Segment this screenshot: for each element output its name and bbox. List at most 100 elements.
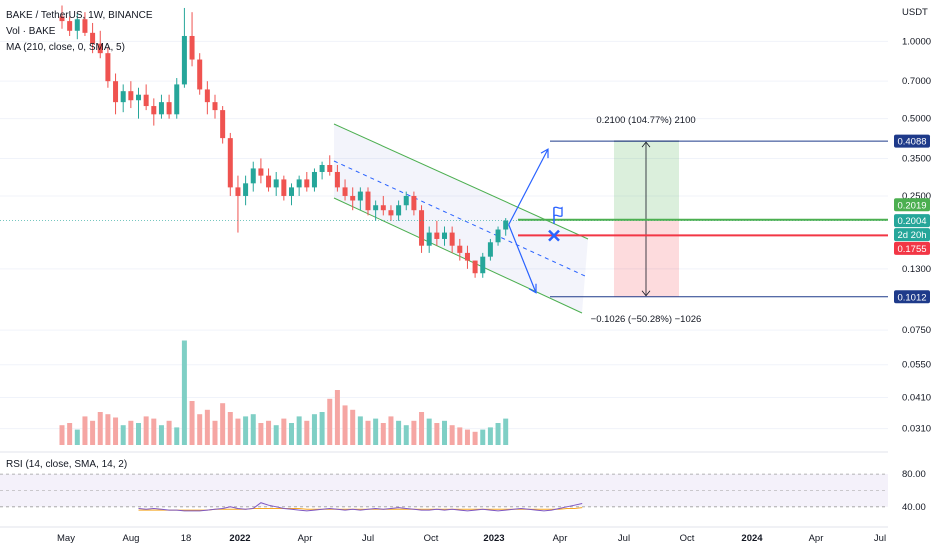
candle-body (97, 43, 103, 54)
rsi-tick-label: 80.00 (902, 469, 926, 480)
projection-arrows[interactable] (508, 148, 563, 294)
symbol-legend[interactable]: BAKE / TetherUS, 1W, BINANCE (6, 10, 153, 21)
time-tick-label: 18 (181, 533, 192, 544)
breakout-price-badge: 0.2019 (897, 200, 926, 211)
candle-body (411, 195, 417, 211)
time-tick-label: 2024 (741, 533, 763, 544)
time-tick-label: 2022 (229, 533, 250, 544)
candle-body (304, 179, 310, 188)
arrow-down-head-icon (528, 283, 537, 294)
volume-bar (357, 416, 363, 445)
volume-bar (388, 416, 394, 445)
current-price-badge-bg (894, 214, 930, 228)
volume-bar (97, 412, 103, 445)
measure-arrow-up (641, 141, 651, 148)
volume-bar (503, 418, 509, 445)
volume-bar (373, 418, 379, 445)
stop-price-badge: 0.1012 (897, 292, 926, 303)
candle-body (204, 89, 210, 103)
candle-body (113, 81, 119, 103)
volume-bar (266, 420, 272, 445)
time-tick-label: Apr (809, 533, 824, 544)
volume-bar (181, 340, 187, 445)
candle-body (357, 191, 363, 201)
rsi-line (138, 502, 583, 512)
time-tick-label: Jul (618, 533, 630, 544)
entry-price-badge: 0.1755 (897, 244, 926, 255)
time-axis[interactable]: May Aug 18 2022 Apr Jul Oct 2023 Apr Jul Oct 2024 Ap… (57, 533, 886, 544)
position-annotations: 0.2100 (104.77%) 2100 −0.1026 (−50.28%) −… (591, 115, 702, 325)
entry-price-badge-bg (894, 241, 930, 255)
volume-bar (487, 427, 493, 445)
volume-bar (82, 416, 88, 445)
volume-bar (250, 414, 256, 445)
candle-body (143, 94, 149, 107)
volume-bar (220, 403, 226, 445)
candle-body (487, 242, 493, 257)
ma-legend[interactable]: MA (210, close, 0, SMA, 5) (6, 42, 125, 53)
candle-body (342, 187, 348, 196)
bar-countdown-badge: 2d 20h (897, 230, 926, 241)
candle-body (181, 35, 187, 85)
candle-body (472, 260, 478, 274)
stop-price-badge-bg (894, 290, 930, 304)
time-tick-label: Oct (680, 533, 695, 544)
volume-legend[interactable]: Vol · BAKE (6, 26, 56, 37)
volume-bar (327, 398, 333, 445)
price-levels (0, 140, 888, 298)
candle-body (388, 210, 394, 216)
volume-bars (59, 340, 509, 445)
candle-body (434, 232, 440, 239)
price-tick-label: 0.0310 (902, 424, 931, 435)
volume-bar (365, 420, 371, 445)
candle-body (480, 256, 486, 274)
volume-bar (174, 427, 180, 445)
volume-bar (457, 427, 463, 445)
candle-body (365, 191, 371, 211)
candle-body (220, 110, 226, 139)
candle-body (74, 19, 80, 31)
volume-bar (434, 423, 440, 445)
candle-body (243, 183, 249, 196)
volume-bar (442, 420, 447, 445)
candle-body (266, 175, 272, 188)
price-axis[interactable]: USDT 1.0000 0.7000 0.5000 0.3500 0.2500 0.1300… (902, 7, 931, 513)
volume-bar (472, 431, 478, 445)
candle-body (105, 53, 111, 82)
volume-bar (143, 416, 149, 445)
rsi-legend[interactable]: RSI (14, close, SMA, 14, 2) (6, 459, 128, 470)
candle-body (457, 245, 463, 253)
candle-body (380, 205, 386, 211)
volume-bar (480, 429, 486, 445)
flag-icon (553, 206, 563, 217)
profit-zone (614, 141, 679, 221)
price-tick-label: 1.0000 (902, 36, 931, 47)
volume-bar (449, 425, 455, 445)
cross-icon (548, 229, 560, 242)
parallel-channel[interactable] (333, 123, 589, 314)
price-badges: 0.4088 0.2019 0.2004 2d 20h 0.1755 0.1012 (894, 134, 930, 304)
candle-body (82, 19, 88, 33)
volume-bar (67, 423, 73, 445)
volume-bar (273, 425, 279, 445)
candle-body (464, 252, 470, 261)
volume-bar (166, 420, 172, 445)
candle-body (212, 102, 218, 111)
channel-mid-line (333, 160, 586, 277)
volume-bar (120, 425, 126, 445)
price-tick-label: 0.0410 (902, 392, 931, 403)
loss-zone (614, 220, 679, 297)
volume-bar (334, 390, 340, 445)
candle-body (166, 102, 172, 115)
volume-bar (90, 420, 96, 445)
arrow-up-head-icon (540, 148, 549, 159)
candle-body (296, 179, 302, 188)
candle-body (67, 21, 73, 31)
channel-fill (334, 124, 588, 313)
volume-bar (495, 423, 501, 445)
volume-bar (197, 414, 203, 445)
candle-body (396, 205, 402, 216)
volume-bar (281, 418, 287, 445)
time-tick-label: Jul (874, 533, 886, 544)
